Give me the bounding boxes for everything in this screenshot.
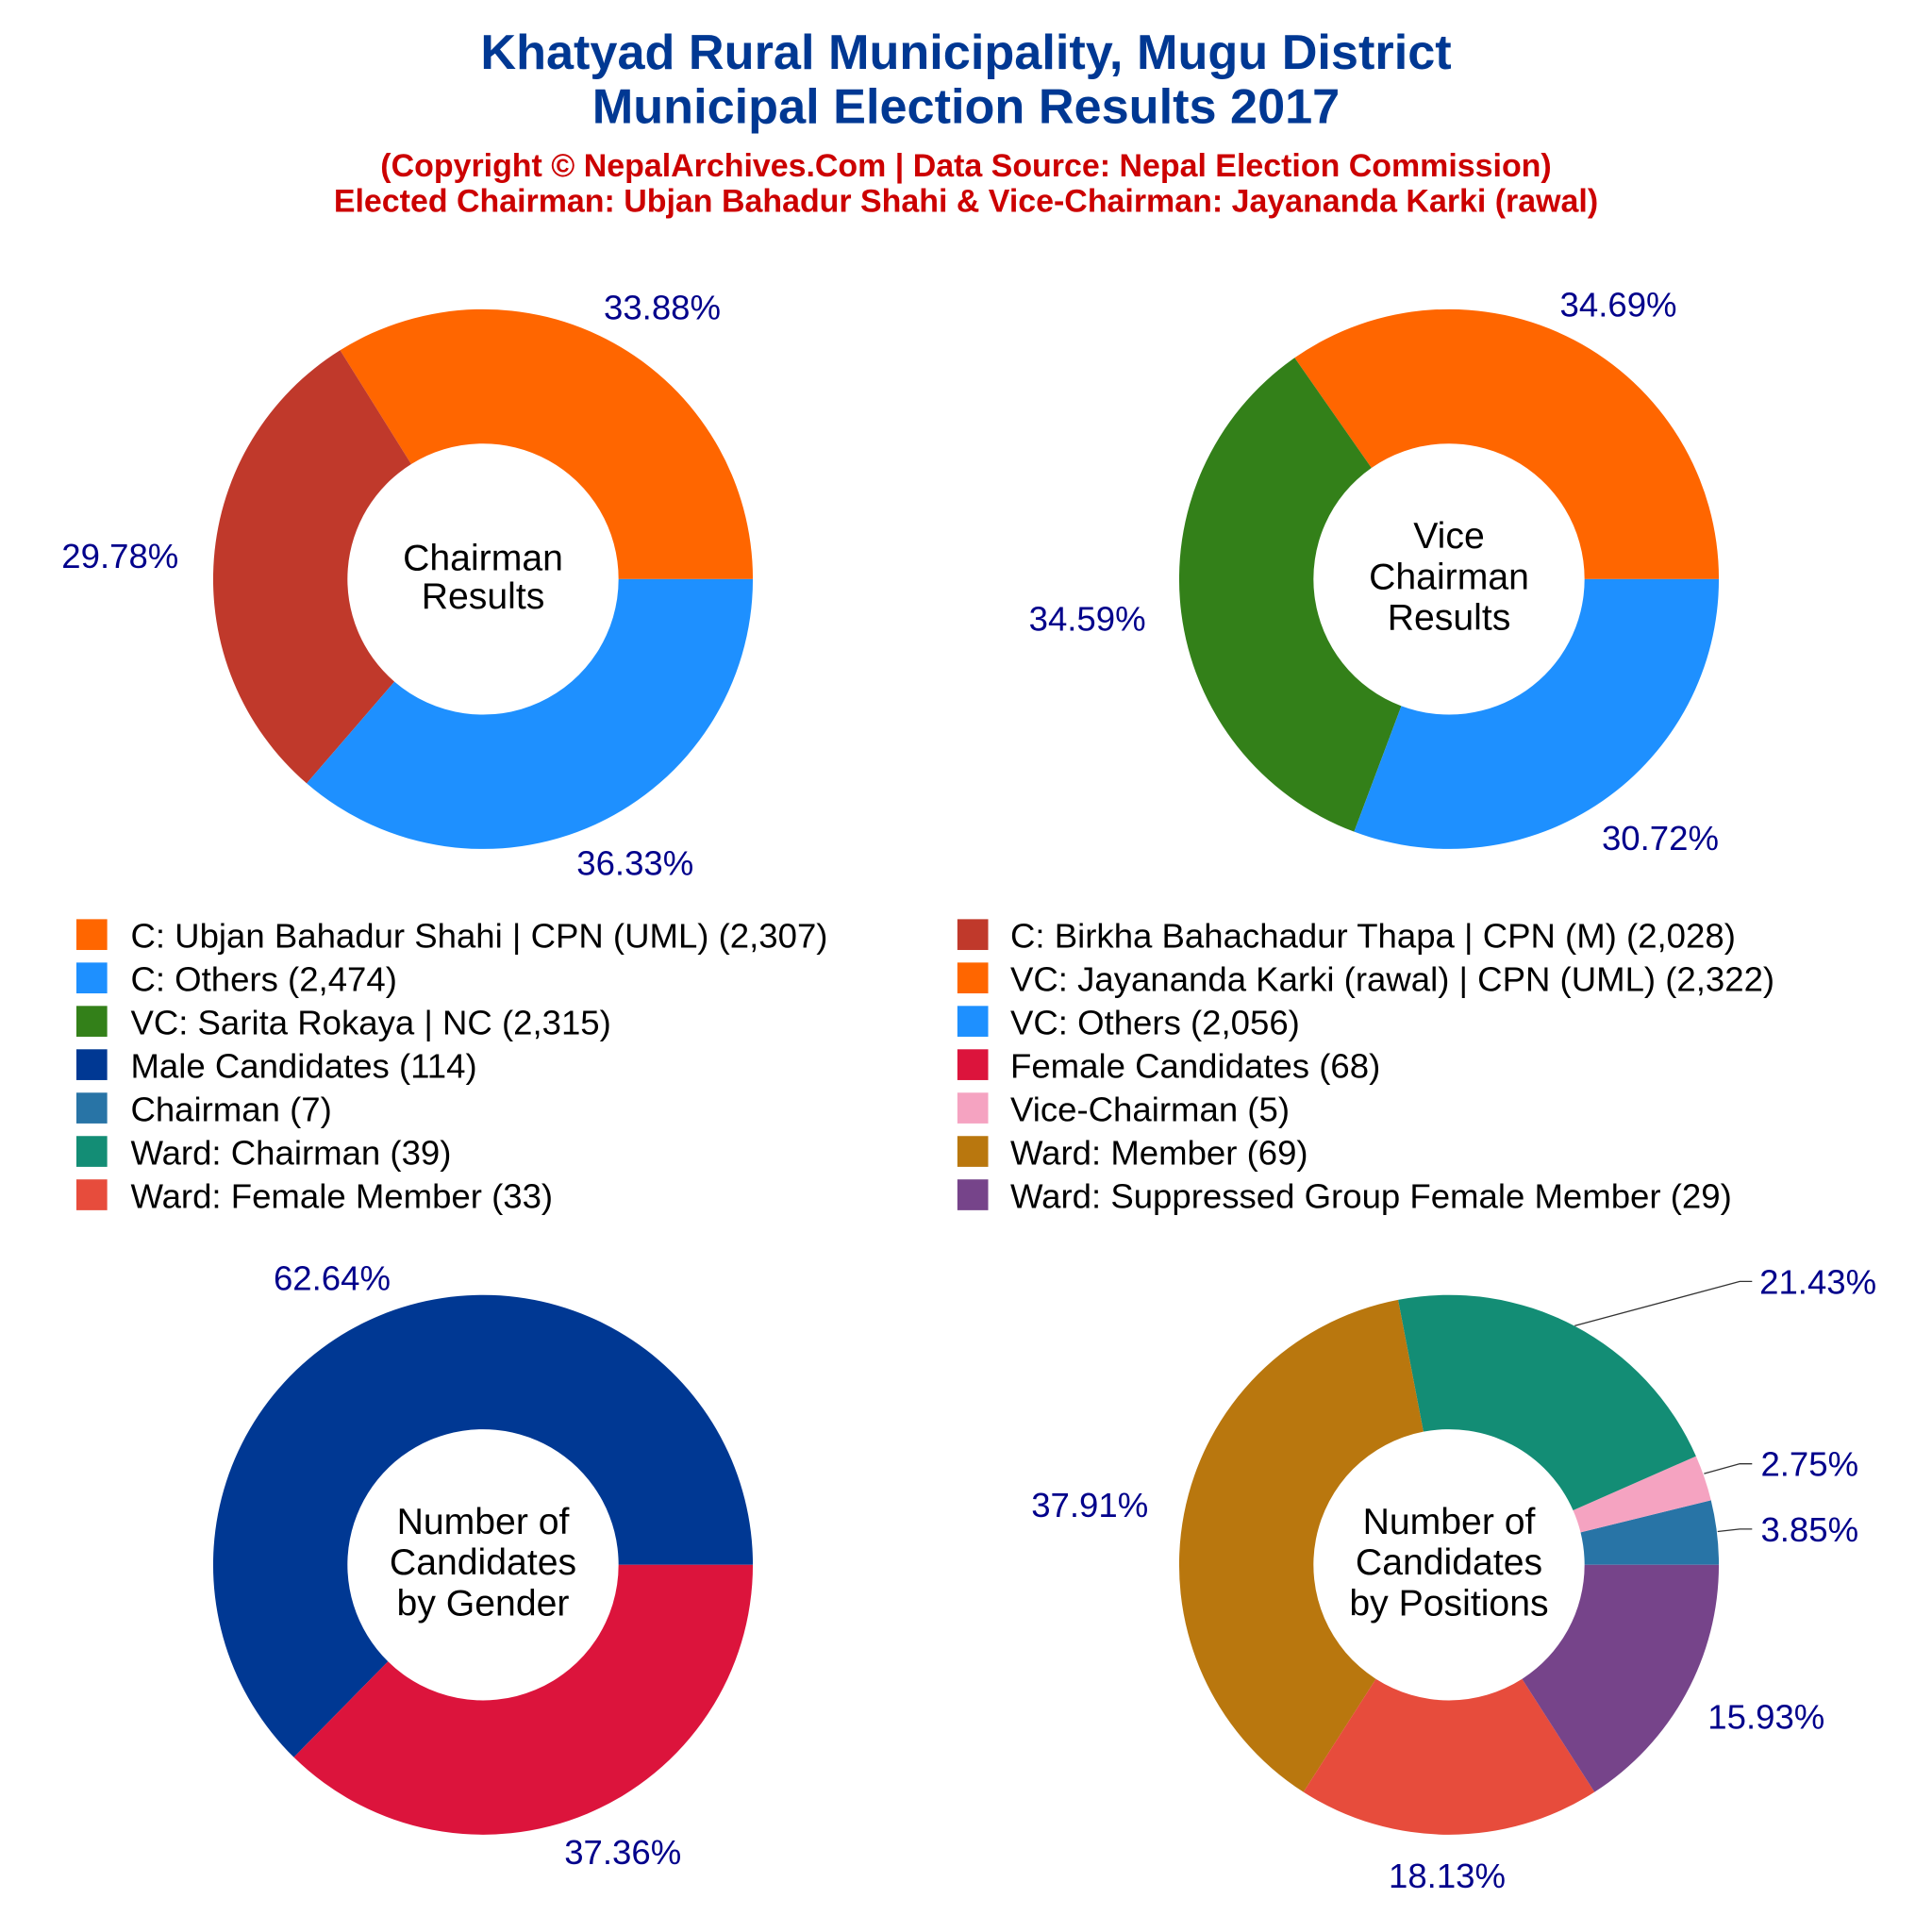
pct-label: 3.85%	[1760, 1510, 1858, 1549]
title-line-1: Khatyad Rural Municipality, Mugu Distric…	[480, 25, 1451, 80]
pct-label: 37.91%	[1031, 1486, 1148, 1524]
legend-label: Ward: Chairman (39)	[130, 1133, 451, 1172]
leader-line	[1704, 1463, 1753, 1474]
slice-ward-member	[1178, 1299, 1424, 1792]
title-line-2: Municipal Election Results 2017	[592, 80, 1340, 135]
legend-swatch	[75, 1006, 108, 1037]
legend-item: Chairman (7)	[75, 1090, 332, 1128]
legend-swatch	[957, 1006, 989, 1037]
legend-item: Vice-Chairman (5)	[957, 1090, 1290, 1128]
legend-item: VC: Sarita Rokaya | NC (2,315)	[75, 1003, 611, 1041]
slice-c-birkha-bahachadur-thapa-cpn-m-	[212, 350, 411, 784]
pct-label: 29.78%	[61, 537, 178, 575]
legend-swatch	[75, 1179, 108, 1210]
legend-label: Female Candidates (68)	[1010, 1046, 1380, 1085]
slice-vc-sarita-rokaya-nc	[1178, 358, 1402, 832]
legend-swatch	[957, 1179, 989, 1210]
center-label: Chairman	[1369, 557, 1529, 597]
pct-label: 34.69%	[1560, 286, 1677, 325]
center-label: Results	[1388, 597, 1511, 638]
slice-ward-chairman	[1398, 1294, 1696, 1510]
legend-label: C: Others (2,474)	[130, 959, 396, 998]
legend-swatch	[957, 1049, 989, 1080]
legend-item: C: Others (2,474)	[75, 959, 397, 998]
pct-label: 37.36%	[564, 1833, 681, 1872]
slice-ward-suppressed-group-female-member	[1522, 1564, 1720, 1792]
pct-label: 33.88%	[604, 288, 721, 326]
legend-item: VC: Jayananda Karki (rawal) | CPN (UML) …	[957, 959, 1774, 998]
slice-ward-female-member	[1303, 1678, 1595, 1835]
donut-chart-3	[1178, 1294, 1720, 1835]
pct-label: 36.33%	[576, 843, 693, 882]
legend-swatch	[957, 962, 989, 993]
pct-label: 30.72%	[1602, 819, 1719, 858]
pct-label: 21.43%	[1759, 1262, 1876, 1301]
subtitle-line-2: Elected Chairman: Ubjan Bahadur Shahi & …	[334, 184, 1598, 220]
legend-item: Ward: Suppressed Group Female Member (29…	[957, 1176, 1732, 1215]
center-label: Number of	[397, 1502, 570, 1542]
legend-label: Chairman (7)	[130, 1090, 331, 1128]
pct-label: 34.59%	[1029, 600, 1146, 639]
pct-label: 15.93%	[1707, 1697, 1824, 1736]
legend-item: Ward: Female Member (33)	[75, 1176, 553, 1215]
legend-label: Ward: Suppressed Group Female Member (29…	[1010, 1176, 1732, 1215]
legend-swatch	[75, 1136, 108, 1167]
legend-swatch	[75, 1092, 108, 1124]
slice-c-others	[307, 578, 754, 849]
slice-vc-jayananda-karki-rawal-cpn-uml-	[1294, 308, 1720, 579]
leader-line	[1717, 1528, 1753, 1533]
legend-item: Ward: Chairman (39)	[75, 1133, 451, 1172]
legend-swatch	[957, 1092, 989, 1124]
leader-lines	[1574, 1280, 1753, 1533]
legend-label: VC: Jayananda Karki (rawal) | CPN (UML) …	[1010, 959, 1774, 998]
legend-label: Vice-Chairman (5)	[1010, 1090, 1290, 1128]
legend-swatch	[75, 962, 108, 993]
slice-vice-chairman	[1573, 1456, 1711, 1533]
pct-label: 62.64%	[274, 1259, 391, 1298]
legend-swatch	[957, 919, 989, 951]
center-label: Chairman	[403, 539, 563, 579]
legend-label: Male Candidates (114)	[130, 1046, 476, 1085]
slice-chairman	[1580, 1500, 1720, 1565]
center-label: Candidates	[390, 1542, 576, 1583]
donut-chart-0	[212, 308, 754, 849]
legend-label: C: Birkha Bahachadur Thapa | CPN (M) (2,…	[1010, 916, 1736, 955]
legend-label: Ward: Member (69)	[1010, 1133, 1308, 1172]
legend-swatch	[75, 919, 108, 951]
pct-label: 2.75%	[1760, 1445, 1858, 1484]
legend-item: VC: Others (2,056)	[957, 1003, 1300, 1041]
legend-item: Male Candidates (114)	[75, 1046, 477, 1085]
center-label: Number of	[1363, 1502, 1536, 1542]
slice-c-ubjan-bahadur-shahi-cpn-uml-	[340, 308, 754, 579]
slice-female-candidates	[293, 1564, 754, 1835]
legend-label: VC: Others (2,056)	[1010, 1003, 1300, 1041]
center-label: Candidates	[1356, 1542, 1542, 1583]
leader-line	[1574, 1280, 1753, 1327]
donut-chart-1	[1178, 308, 1720, 849]
slice-vc-others	[1354, 578, 1720, 849]
slice-male-candidates	[212, 1294, 754, 1757]
center-label: by Positions	[1349, 1583, 1548, 1624]
legend-item: C: Birkha Bahachadur Thapa | CPN (M) (2,…	[957, 916, 1736, 955]
center-label: Results	[422, 576, 545, 617]
legend-label: VC: Sarita Rokaya | NC (2,315)	[130, 1003, 610, 1041]
legend-swatch	[957, 1136, 989, 1167]
subtitle-line-1: (Copyright © NepalArchives.Com | Data So…	[380, 148, 1551, 184]
legend-label: C: Ubjan Bahadur Shahi | CPN (UML) (2,30…	[130, 916, 827, 955]
donut-chart-2	[212, 1294, 754, 1835]
legend-label: Ward: Female Member (33)	[130, 1176, 553, 1215]
legend-item: Female Candidates (68)	[957, 1046, 1380, 1085]
legend-swatch	[75, 1049, 108, 1080]
pct-label: 18.13%	[1389, 1857, 1506, 1895]
center-label: by Gender	[397, 1583, 570, 1624]
legend-item: C: Ubjan Bahadur Shahi | CPN (UML) (2,30…	[75, 916, 827, 955]
legend-item: Ward: Member (69)	[957, 1133, 1308, 1172]
legend: C: Ubjan Bahadur Shahi | CPN (UML) (2,30…	[75, 916, 1774, 1215]
center-label: Vice	[1413, 516, 1485, 557]
